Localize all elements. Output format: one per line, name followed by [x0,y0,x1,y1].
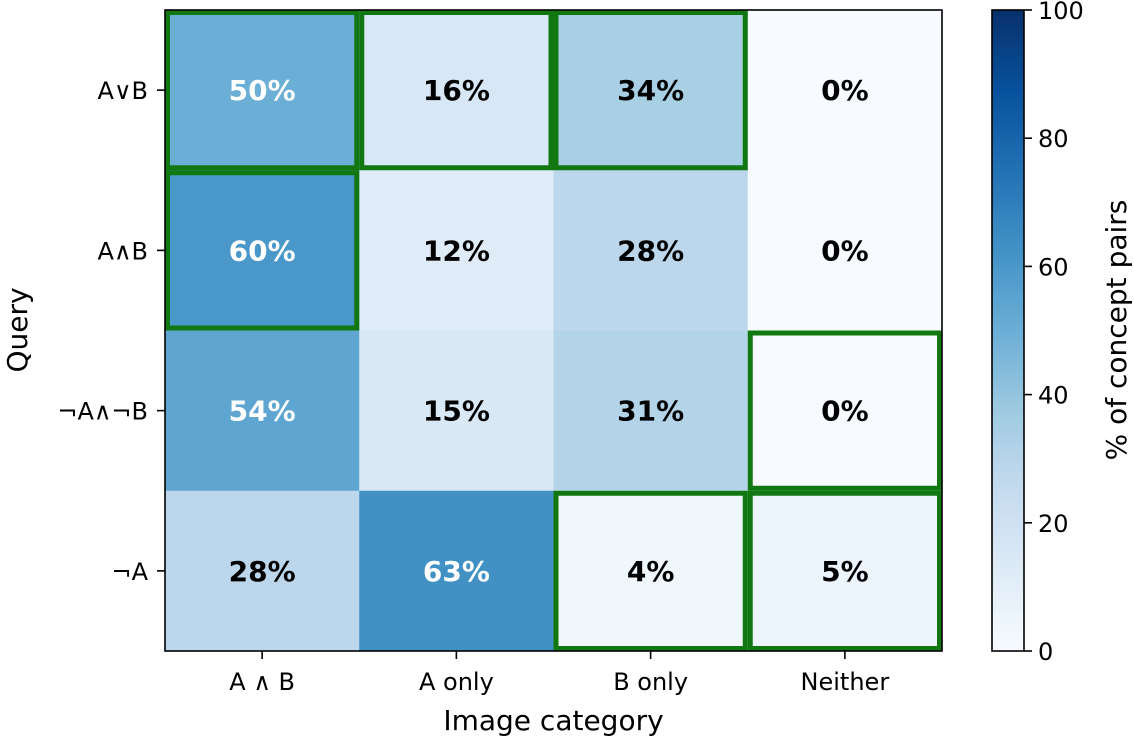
x-axis-label: Image category [443,704,663,737]
x-tick-label: B only [613,668,688,696]
colorbar-tick-label: 40 [1038,382,1069,410]
highlight-borders [165,10,942,651]
colorbar-tick-label: 100 [1038,0,1084,25]
highlight-border [553,10,748,171]
x-tick-label: A only [419,668,494,696]
cell-value-label: 54% [229,395,296,428]
cell-value-label: 31% [617,395,684,428]
heatmap-cells: 50% 16% 34% 0% 60% 12% 28% 0% 54% 15% 31% 0% 28% 63% 4… [165,10,943,652]
heatmap-cell [165,490,360,652]
heatmap-cell [747,170,943,331]
cell-value-label: 5% [821,555,869,588]
x-axis-ticks: A ∧ B A only B only Neither [229,651,889,696]
y-tick-label: ¬A∧¬B [57,398,148,426]
highlight-border [359,10,554,171]
cell-value-label: 63% [423,555,490,588]
heatmap-cell [359,490,554,652]
heatmap-cell [359,10,554,171]
heatmap-cell [553,10,749,171]
y-axis-ticks: A∨B A∧B ¬A∧¬B ¬A [57,77,165,586]
x-tick-label: Neither [801,668,890,696]
heatmap-cell [165,10,360,171]
heatmap-cell [165,330,360,492]
heatmap-cell [165,170,360,331]
cell-value-label: 60% [229,234,296,267]
heatmap-cell [553,330,749,492]
cell-value-label: 15% [423,395,490,428]
y-tick-label: A∧B [98,237,148,265]
y-axis-label: Query [1,287,34,372]
colorbar-tick-label: 0 [1038,638,1053,666]
cell-value-label: 12% [423,234,490,267]
heatmap-cell [747,10,943,171]
plot-frame [164,9,943,652]
cell-value-label: 28% [617,234,684,267]
y-tick-label: A∨B [98,77,148,105]
highlight-border [553,490,748,651]
heatmap-cell [747,330,943,492]
highlight-border [747,330,942,491]
cell-value-label: 0% [821,74,869,107]
cell-value-label: 16% [423,74,490,107]
highlight-border [165,10,360,171]
colorbar-tick-label: 80 [1038,125,1069,153]
x-tick-label: A ∧ B [229,668,295,696]
highlight-border [165,170,360,331]
cell-value-label: 50% [229,74,296,107]
colorbar-label: % of concept pairs [1100,200,1133,461]
colorbar [991,9,1025,652]
heatmap-cell [553,490,749,652]
highlight-border [747,490,942,651]
heatmap-cell [747,490,943,652]
cell-value-label: 0% [821,395,869,428]
cell-value-label: 34% [617,74,684,107]
heatmap-cell [359,330,554,492]
colorbar-tick-label: 20 [1038,510,1069,538]
y-tick-label: ¬A [111,558,148,586]
cell-value-label: 28% [229,555,296,588]
colorbar-ticks: 0 20 40 60 80 100 [1024,0,1084,666]
cell-value-label: 4% [627,555,675,588]
cell-value-label: 0% [821,234,869,267]
colorbar-tick-label: 60 [1038,253,1069,281]
heatmap-cell [553,170,749,331]
heatmap-cell [359,170,554,331]
